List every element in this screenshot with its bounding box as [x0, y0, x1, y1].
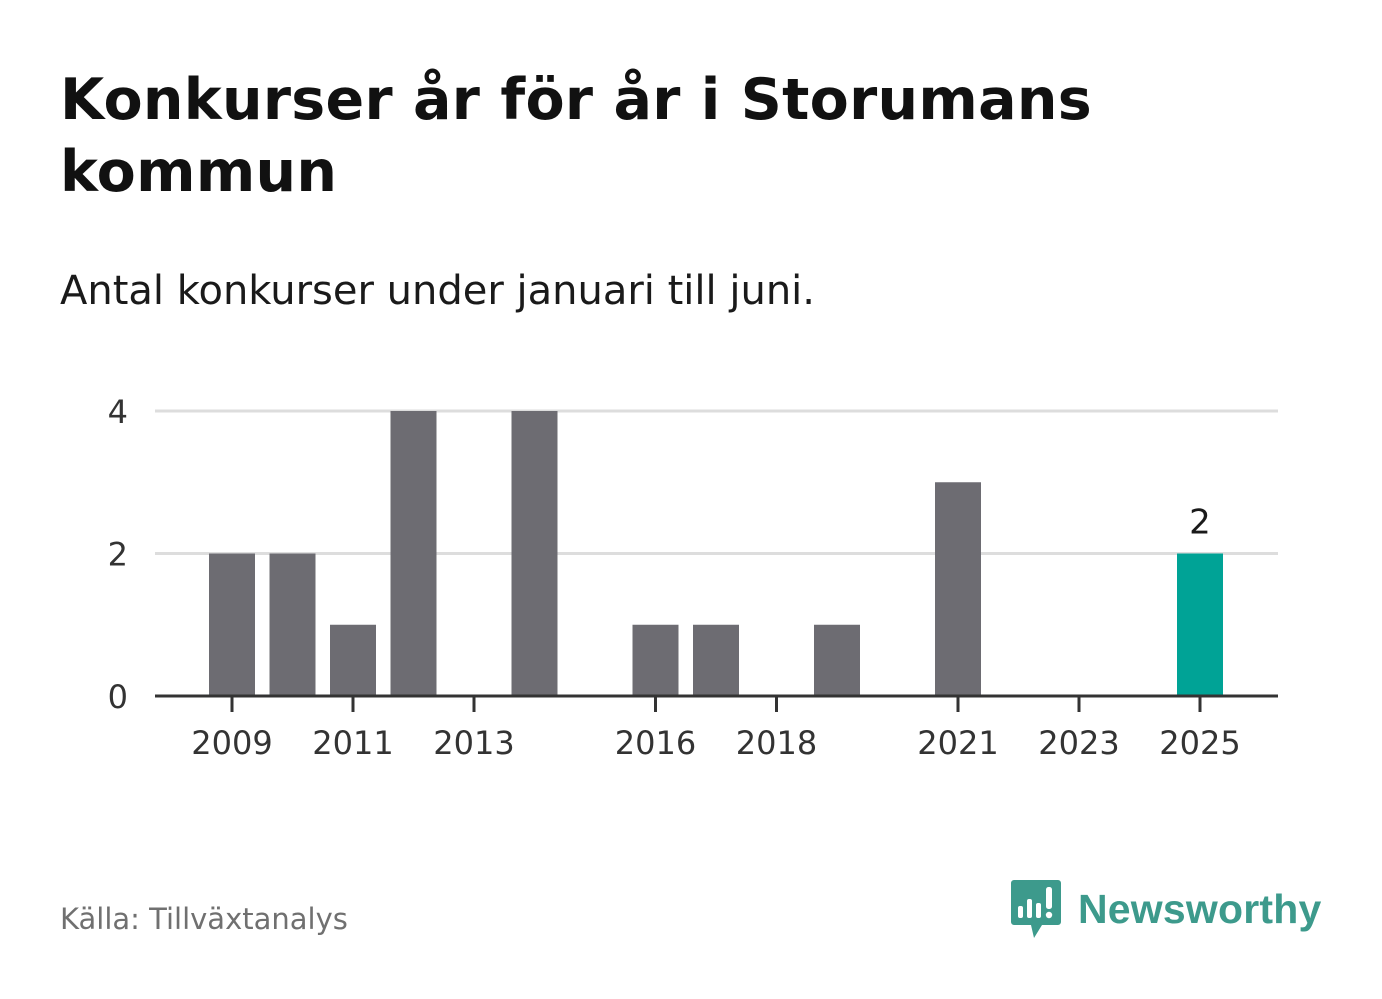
bar-2016 — [632, 624, 679, 696]
x-tick-label: 2016 — [615, 724, 696, 762]
y-tick-label: 4 — [108, 393, 128, 431]
newsworthy-logo-icon — [1011, 880, 1061, 938]
bar-2014 — [511, 411, 558, 696]
labels: 0 2 4 2 2009 2011 2013 2016 2018 2021 2023 2025 — [108, 393, 1241, 762]
x-tick-label: 2011 — [312, 724, 393, 762]
bar-2017 — [693, 624, 739, 696]
bars — [209, 411, 1223, 696]
x-tick-label: 2013 — [433, 724, 514, 762]
bar-2009 — [209, 553, 255, 696]
axes — [155, 694, 1278, 712]
bar-chart: 0 2 4 2 2009 2011 2013 2016 2018 2021 2023 2025 — [108, 393, 1278, 762]
brand-name: Newsworthy — [1078, 885, 1322, 932]
source-note: Källa: Tillväxtanalys — [60, 902, 348, 936]
newsworthy-brand[interactable]: Newsworthy — [1010, 878, 1322, 940]
bar-2025 — [1177, 553, 1223, 696]
x-tick-label: 2025 — [1159, 724, 1240, 762]
bar-2021 — [935, 482, 981, 696]
chart-title: Konkurser år för år i Storumans kommun — [60, 67, 1092, 205]
bar-2019 — [814, 624, 860, 696]
x-tick-label: 2009 — [191, 724, 272, 762]
highlight-value-label: 2 — [1189, 503, 1211, 543]
x-tick-label: 2018 — [736, 724, 817, 762]
chart-subtitle: Antal konkurser under januari till juni. — [60, 268, 815, 314]
gridlines — [155, 409, 1278, 555]
bar-2010 — [269, 553, 316, 696]
x-tick-label: 2021 — [917, 724, 998, 762]
bar-2011 — [330, 624, 376, 696]
y-tick-label: 2 — [108, 536, 128, 574]
bar-2012 — [390, 411, 437, 696]
x-tick-label: 2023 — [1038, 724, 1119, 762]
y-tick-label: 0 — [108, 678, 128, 716]
